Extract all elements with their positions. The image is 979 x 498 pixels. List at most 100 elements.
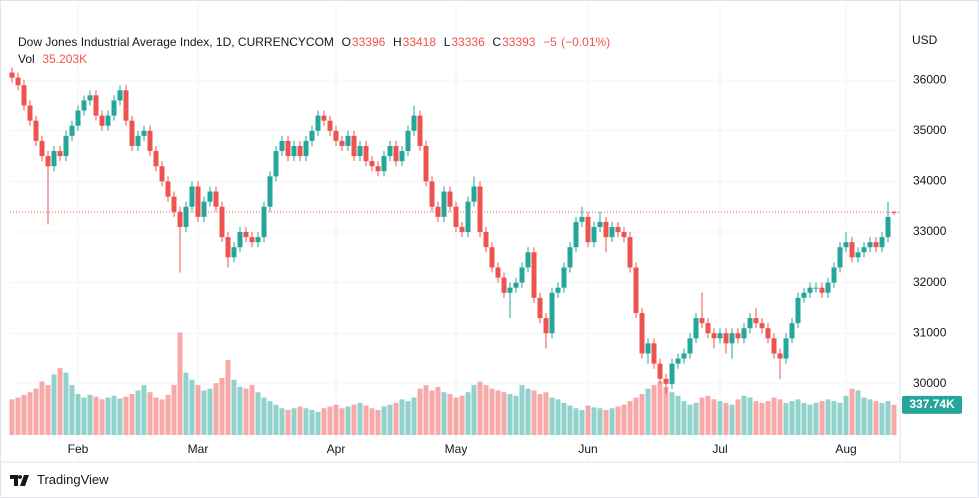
candle-body — [27, 105, 33, 121]
volume-bar — [141, 385, 147, 435]
volume-bar — [291, 408, 297, 435]
volume-bar — [729, 404, 735, 435]
candle-body — [219, 206, 225, 238]
volume-bar — [207, 388, 213, 435]
candle-body — [453, 206, 459, 227]
volume-bar — [183, 372, 189, 435]
volume-bar — [417, 388, 423, 435]
candle-body — [153, 151, 159, 167]
candle-body — [81, 100, 87, 111]
candle-body — [687, 338, 693, 354]
candle-body — [609, 226, 615, 238]
volume-bar — [699, 397, 705, 435]
change-pct: (−0.01%) — [561, 35, 611, 49]
volume-bar — [351, 404, 357, 435]
volume-bar — [327, 406, 333, 435]
candle-body — [237, 232, 243, 248]
candle-body — [327, 120, 333, 131]
y-tick-label: 31000 — [913, 325, 947, 339]
volume-bar — [483, 385, 489, 435]
volume-bar — [27, 392, 33, 435]
volume-bar — [513, 395, 519, 435]
candle-body — [681, 353, 687, 359]
volume-bar — [279, 408, 285, 435]
volume-bar — [651, 385, 657, 435]
volume-bar — [387, 404, 393, 435]
candle-body — [351, 135, 357, 157]
volume-bar — [105, 397, 111, 435]
candle-body — [699, 318, 705, 324]
volume-bar — [765, 401, 771, 435]
volume-bar — [507, 394, 513, 435]
candle-body — [399, 151, 405, 162]
symbol-title: Dow Jones Industrial Average Index, 1D, … — [18, 35, 334, 49]
candle-body — [585, 216, 591, 243]
candle-body — [147, 130, 153, 152]
candle-body — [255, 237, 261, 243]
candle-body — [315, 115, 321, 131]
volume-bar — [477, 381, 483, 435]
candle-body — [675, 358, 681, 364]
volume-bar — [381, 406, 387, 435]
candle-body — [135, 135, 141, 146]
candle-body — [159, 166, 165, 182]
candle-body — [501, 277, 507, 293]
candle-body — [567, 247, 573, 268]
candle-body — [651, 343, 657, 364]
x-tick-label: Jun — [578, 442, 597, 456]
volume-bar — [837, 402, 843, 435]
candle-body — [783, 338, 789, 359]
volume-bar — [363, 405, 369, 435]
candle-body — [177, 211, 183, 227]
x-tick-label: Apr — [327, 442, 346, 456]
volume-bar — [237, 386, 243, 435]
candle-body — [741, 328, 747, 339]
volume-bar — [81, 397, 87, 435]
volume-bar — [843, 395, 849, 435]
candle-body — [555, 287, 561, 293]
volume-bar — [273, 404, 279, 435]
volume-bar — [885, 401, 891, 435]
candle-body — [633, 267, 639, 314]
candle-body — [105, 115, 111, 126]
legend-row: Dow Jones Industrial Average Index, 1D, … — [18, 34, 611, 51]
volume-bar — [567, 405, 573, 435]
volume-bar — [9, 399, 15, 435]
volume-bar — [561, 402, 567, 435]
candle-body — [33, 120, 39, 141]
high-value: 33418 — [402, 35, 437, 49]
volume-bar — [669, 392, 675, 435]
volume-bar — [147, 392, 153, 435]
volume-bar — [873, 401, 879, 435]
volume-bar — [315, 411, 321, 435]
volume-bar — [495, 390, 501, 435]
volume-bar — [825, 399, 831, 435]
volume-bar — [447, 394, 453, 435]
volume-bar — [357, 402, 363, 435]
candle-body — [771, 338, 777, 354]
volume-bar — [129, 394, 135, 435]
candle-body — [339, 140, 345, 146]
candle-body — [825, 282, 831, 293]
volume-bar — [153, 397, 159, 435]
volume-bar — [717, 401, 723, 435]
y-tick-label: 36000 — [913, 72, 947, 86]
candle-body — [861, 247, 867, 253]
candle-body — [45, 156, 51, 167]
candle-body — [195, 186, 201, 217]
candle-body — [471, 186, 477, 202]
y-tick-label: 34000 — [913, 174, 947, 188]
candle-body — [429, 181, 435, 207]
candle-body — [93, 95, 99, 116]
candle-body — [723, 333, 729, 344]
volume-bar — [465, 392, 471, 435]
volume-bar — [375, 410, 381, 435]
volume-bar — [471, 385, 477, 435]
brand[interactable]: TradingView — [10, 472, 109, 487]
volume-bar — [711, 399, 717, 435]
candle-body — [789, 323, 795, 339]
volume-bar — [657, 381, 663, 435]
candle-body — [849, 242, 855, 258]
candle-body — [807, 287, 813, 293]
candle-body — [435, 206, 441, 217]
